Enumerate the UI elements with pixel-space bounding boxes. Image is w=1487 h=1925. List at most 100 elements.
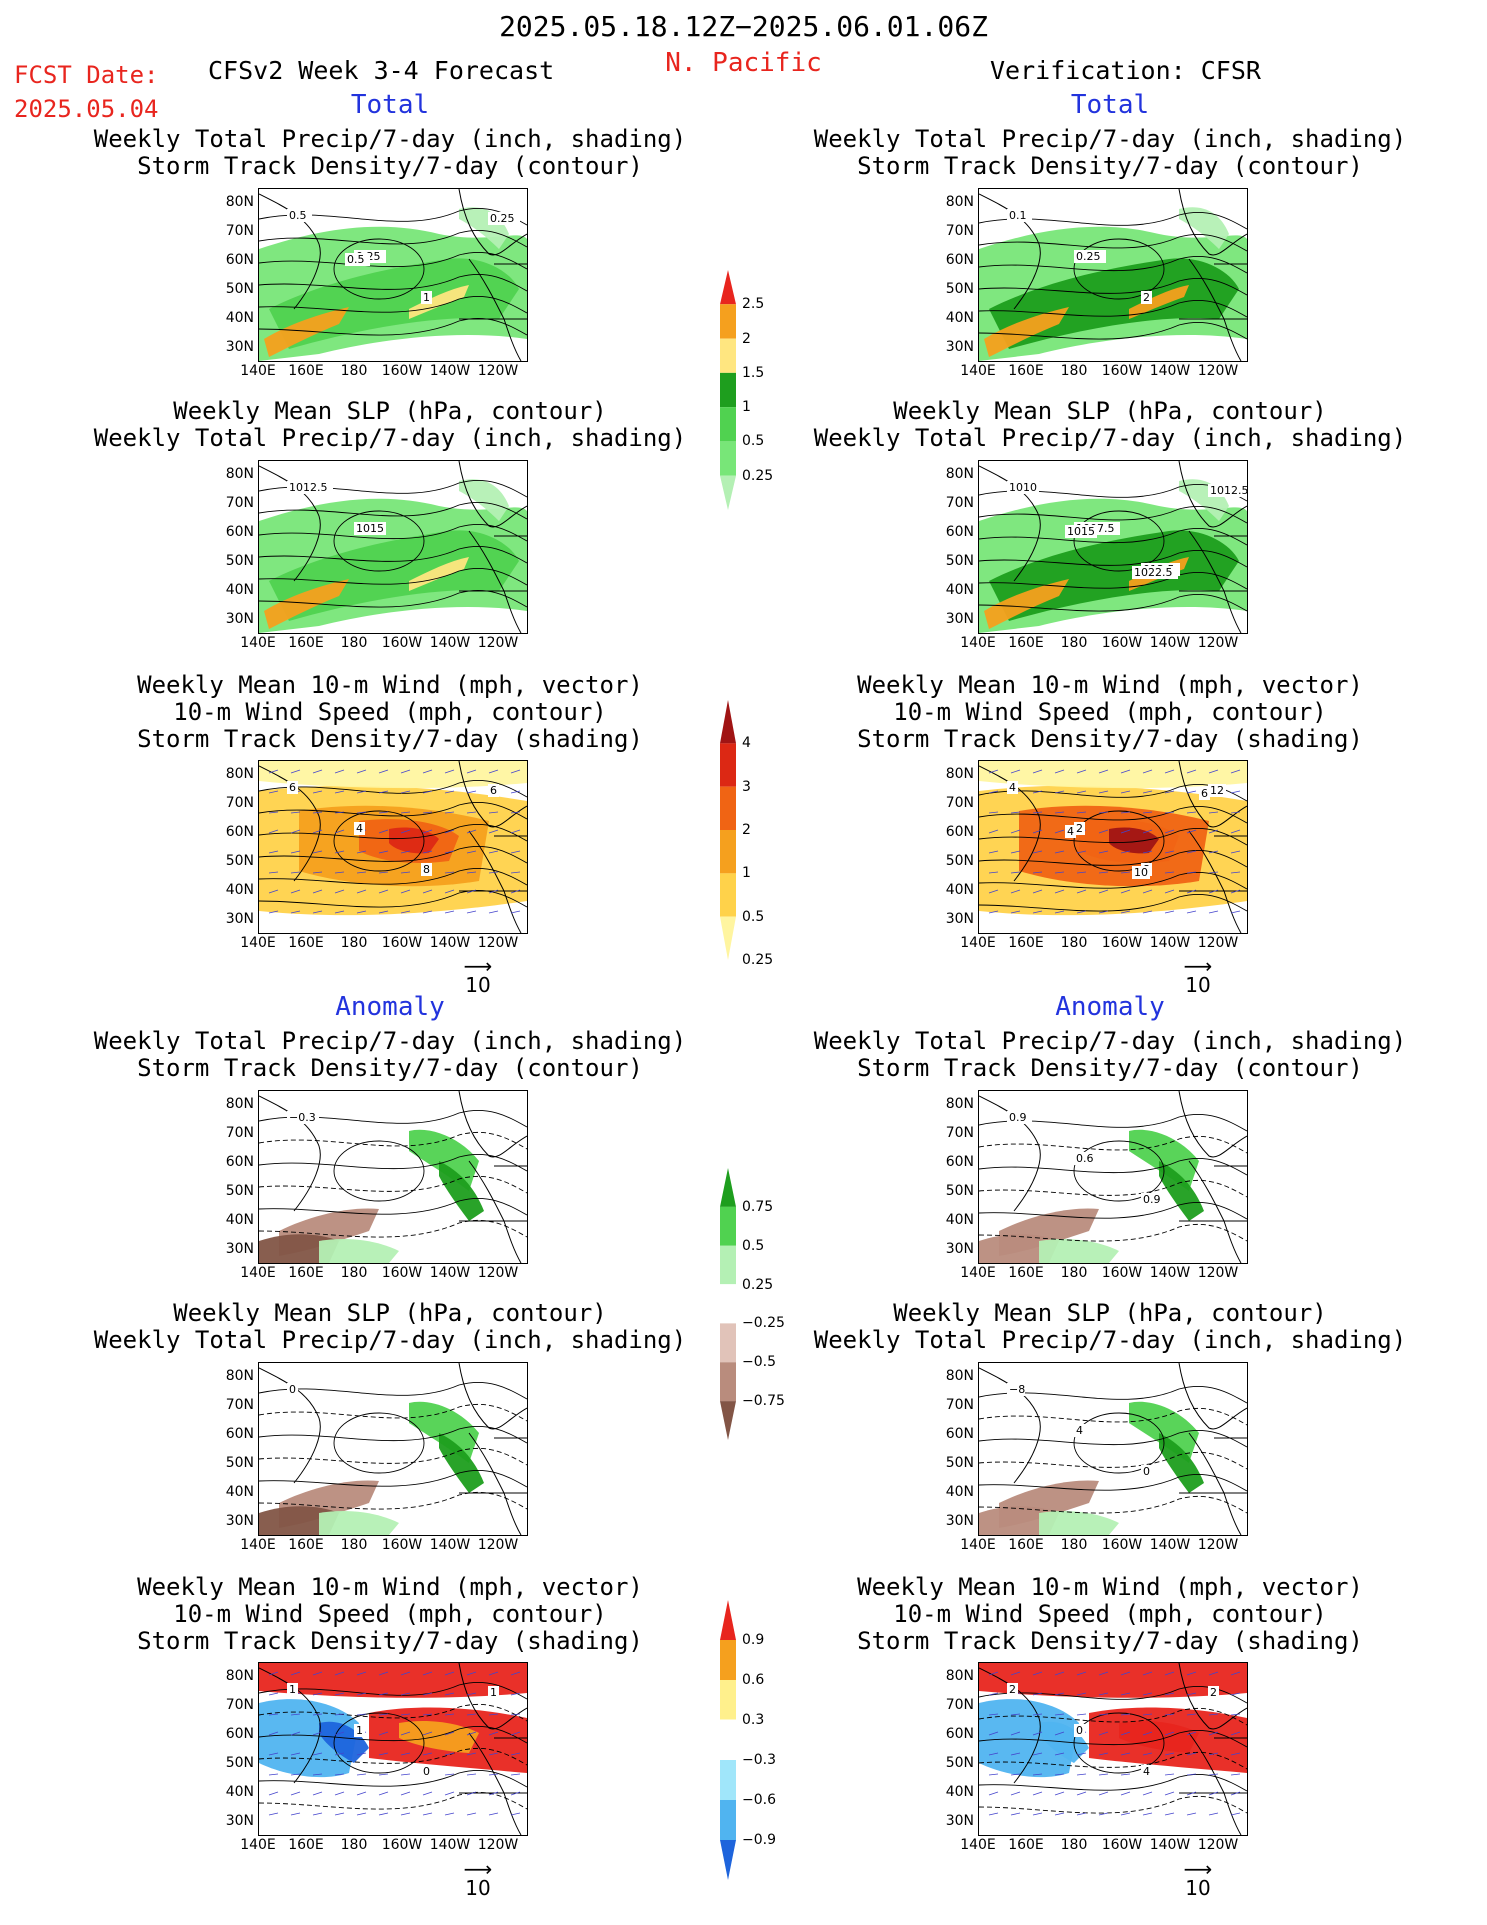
colorbar-label: 0.75 (742, 1198, 774, 1215)
contour-label: 0 (1143, 1465, 1150, 1478)
wind-vector (510, 1713, 521, 1716)
wind-vector (510, 850, 521, 854)
wind-vector (1054, 790, 1065, 794)
contour-line (259, 523, 527, 542)
wind-vector (268, 1752, 279, 1756)
wind-vector (1230, 1773, 1241, 1776)
wind-vector (1164, 790, 1175, 794)
wind-vector (422, 1791, 433, 1796)
wind-vector (1010, 850, 1021, 854)
colorbar-label: −0.5 (742, 1354, 776, 1371)
contour-label: 2 (1009, 1683, 1016, 1696)
shading-region (264, 307, 349, 357)
wind-vector (1120, 790, 1131, 794)
shading-region (319, 1239, 399, 1263)
wind-vector (988, 850, 999, 854)
vector-reference: ⟶ 10 (453, 1859, 503, 1900)
wind-vector (1186, 1791, 1197, 1796)
contour-line (979, 321, 1247, 340)
wind-vector (488, 871, 499, 874)
lon-tick-label: 140E (960, 935, 996, 951)
wind-vector (400, 1752, 411, 1756)
colorbar-anomaly-storm-bar (719, 1600, 737, 1880)
wind-vector (334, 1671, 345, 1676)
wind-vector (334, 850, 345, 854)
wind-vector (466, 1752, 477, 1756)
wind-vector (1142, 1731, 1153, 1736)
contour-label-bg (1132, 566, 1178, 579)
colorbar-segment (720, 270, 736, 305)
wind-vector (268, 889, 279, 894)
wind-vector (400, 769, 411, 774)
colorbar-total-storm: 4 3 2 1 0.5 0.25 (718, 700, 778, 968)
wind-vector (444, 910, 455, 914)
panel-title-line: Storm Track Density/7-day (shading) (857, 725, 1363, 753)
contour-ring (1073, 1412, 1165, 1474)
lat-tick-label: 40N (945, 1784, 974, 1800)
lat-tick-label: 80N (945, 194, 974, 210)
wind-vector (334, 1812, 345, 1816)
lon-tick-label: 180 (340, 1837, 368, 1853)
wind-vector (1076, 1773, 1087, 1776)
wind-vector (422, 1713, 433, 1716)
lat-tick-label: 60N (225, 824, 254, 840)
wind-vector (422, 1731, 433, 1736)
lat-tick-label: 40N (945, 310, 974, 326)
lon-tick-label: 180 (340, 363, 368, 379)
colorbar-label: 2.5 (742, 296, 765, 313)
wind-vector (1230, 910, 1241, 914)
lon-tick-label: 140E (240, 635, 276, 651)
contour-line (259, 1791, 527, 1810)
wind-vector (444, 1731, 455, 1736)
contour-label-bg (1007, 1383, 1025, 1396)
wind-vector (1164, 1713, 1175, 1716)
wind-vector (356, 790, 367, 794)
wind-vector (290, 1731, 301, 1736)
contour-line (979, 1179, 1247, 1198)
fcst-label: FCST Date: (14, 61, 159, 89)
coastline (979, 1663, 1247, 1835)
panel-title-line: Weekly Total Precip/7-day (inch, shading… (93, 1326, 687, 1354)
lon-tick-label: 160E (1008, 635, 1044, 651)
wind-vector (400, 1671, 411, 1676)
colorbar-anomaly-precip-bar (719, 1168, 737, 1440)
lat-tick-label: 40N (945, 882, 974, 898)
contour-line (259, 1403, 527, 1422)
wind-vector (1230, 850, 1241, 854)
lat-tick-label: 70N (225, 1125, 254, 1141)
contour-label: 0 (423, 1765, 430, 1778)
contour-label: 0.25 (1076, 250, 1101, 263)
wind-vector (1010, 1773, 1021, 1776)
colorbar-label: 2 (742, 822, 751, 838)
colorbar-label: 1 (742, 399, 751, 416)
wind-vector (1098, 1692, 1109, 1696)
wind-vector (1142, 1671, 1153, 1676)
lat-tick-label: 60N (225, 1426, 254, 1442)
colorbar-label: −0.9 (742, 1832, 776, 1848)
wind-vector (400, 1692, 411, 1696)
contour-label-bg (488, 212, 520, 225)
wind-vector (334, 910, 345, 914)
shading-region (984, 307, 1069, 357)
lat-tick-label: 70N (225, 795, 254, 811)
wind-vector (312, 1692, 323, 1696)
section-total-right: Total (1070, 90, 1150, 120)
wind-vector (1208, 1731, 1219, 1736)
wind-vector (1208, 829, 1219, 834)
contour-label-bg (287, 481, 333, 494)
wind-vector (1164, 1773, 1175, 1776)
lon-tick-label: 120W (1197, 1837, 1239, 1853)
panel-title-line: Weekly Total Precip/7-day (inch, shading… (813, 125, 1407, 153)
lat-tick-label: 70N (225, 1397, 254, 1413)
lon-tick-label: 180 (1060, 935, 1088, 951)
contour-label-bg (1208, 484, 1247, 497)
wind-vector (1208, 889, 1219, 894)
wind-vector (400, 1731, 411, 1736)
panel-title-right-3: Weekly Total Precip/7-day (inch, shading… (760, 1028, 1460, 1082)
wind-vector (1054, 769, 1065, 774)
contour-label: 1015 (356, 522, 384, 535)
wind-vector (1142, 829, 1153, 834)
wind-vector (488, 811, 499, 814)
wind-vector (510, 1812, 521, 1816)
contour-label: 4 (1143, 1765, 1150, 1778)
